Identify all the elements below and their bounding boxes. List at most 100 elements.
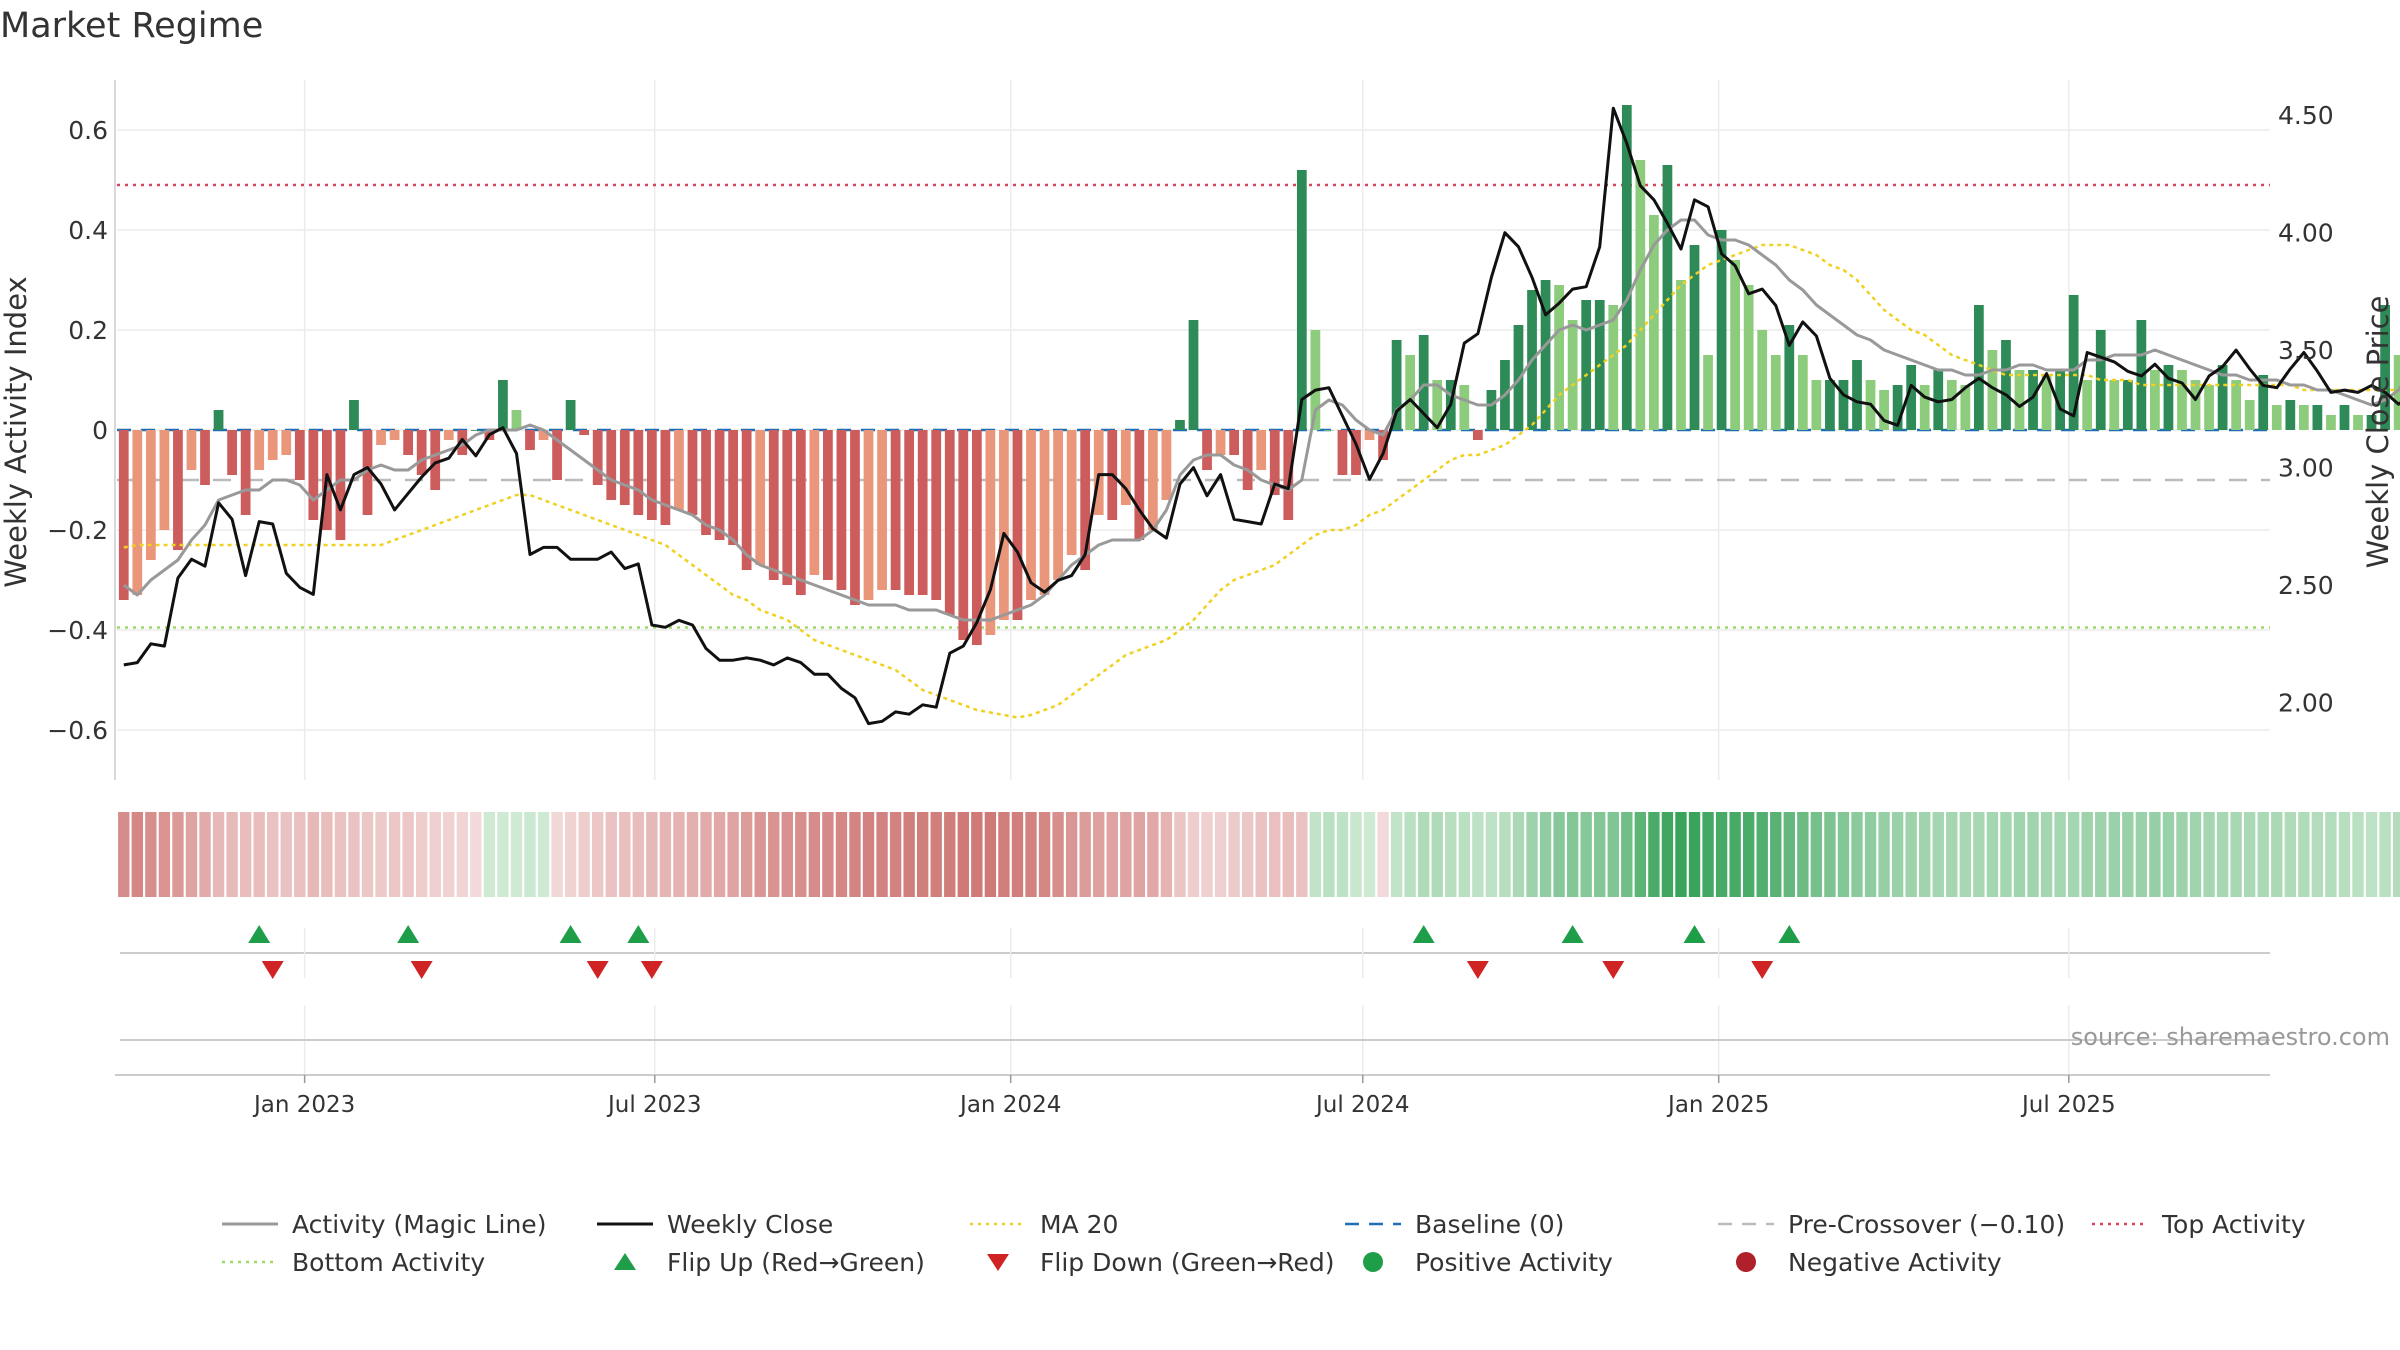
regime-cell: [1824, 812, 1836, 897]
legend-label: Flip Up (Red→Green): [667, 1248, 925, 1277]
regime-cell: [1052, 812, 1064, 897]
activity-bar: [2326, 415, 2336, 430]
activity-bar: [525, 430, 535, 450]
regime-cell: [1661, 812, 1674, 897]
regime-cell: [2352, 812, 2364, 897]
regime-cell: [1742, 812, 1755, 897]
flip-down-marker: [1602, 961, 1625, 979]
regime-cell: [849, 812, 861, 897]
activity-bar: [1310, 330, 1321, 430]
regime-cell: [2013, 812, 2026, 897]
activity-bar: [511, 410, 522, 430]
activity-bar: [2001, 340, 2011, 430]
regime-cell: [1553, 812, 1565, 897]
regime-cell: [388, 812, 401, 897]
activity-bar: [619, 430, 630, 505]
regime-cell: [1594, 812, 1606, 897]
activity-bar: [1161, 430, 1172, 500]
lower-panel: [120, 1005, 2270, 1075]
activity-bar: [728, 430, 738, 545]
regime-cell: [415, 812, 428, 897]
activity-bar: [2028, 370, 2038, 430]
regime-cell: [456, 812, 468, 897]
activity-bar: [1554, 285, 1564, 430]
legend-swatch: [1363, 1252, 1383, 1272]
regime-cell: [2176, 812, 2188, 897]
activity-bar: [755, 430, 766, 565]
regime-cell: [1336, 812, 1349, 897]
regime-cell: [2095, 812, 2107, 897]
regime-cell: [971, 812, 983, 897]
activity-bar: [1364, 430, 1375, 440]
activity-bar: [1879, 390, 1889, 430]
flip-down-marker: [261, 961, 284, 979]
regime-cell: [375, 812, 387, 897]
activity-bar: [2285, 400, 2296, 430]
activity-bar: [836, 430, 847, 590]
activity-bar: [714, 430, 725, 540]
activity-bar: [200, 430, 210, 485]
activity-bar: [768, 430, 779, 580]
regime-cell: [1350, 812, 1362, 897]
activity-bar: [538, 430, 549, 440]
regime-cell: [1187, 812, 1200, 897]
regime-cell: [470, 812, 482, 897]
regime-cell: [537, 812, 550, 897]
regime-cell: [1377, 812, 1389, 897]
activity-bar: [1296, 170, 1307, 430]
activity-bar: [1892, 385, 1903, 430]
regime-cell: [1607, 812, 1619, 897]
regime-cell: [267, 812, 279, 897]
activity-bar: [118, 430, 129, 600]
regime-cell: [903, 812, 915, 897]
regime-cell: [1038, 812, 1051, 897]
regime-cell: [930, 812, 942, 897]
regime-cell: [1025, 812, 1037, 897]
regime-cell: [1864, 812, 1877, 897]
regime-cell: [1079, 812, 1091, 897]
activity-bar: [2122, 380, 2133, 430]
activity-bar: [2217, 365, 2228, 430]
regime-cell: [1905, 812, 1917, 897]
activity-bar: [1053, 430, 1063, 580]
regime-cell: [1093, 812, 1105, 897]
regime-cell: [172, 812, 184, 897]
activity-bar: [430, 430, 441, 490]
y-right-tick-label: 2.00: [2278, 688, 2334, 717]
activity-bar: [1716, 230, 1727, 430]
regime-cell: [1363, 812, 1376, 897]
activity-bar: [1946, 380, 1957, 430]
activity-bar: [294, 430, 305, 480]
regime-cell: [578, 812, 590, 897]
activity-bar: [1148, 430, 1158, 530]
regime-cell: [1133, 812, 1146, 897]
series-lines: [122, 106, 2400, 726]
regime-cell: [1729, 812, 1741, 897]
activity-bar: [1689, 245, 1700, 430]
y-left-tick-label: 0.6: [68, 116, 108, 145]
activity-bar: [552, 430, 562, 480]
activity-bar: [1215, 430, 1226, 455]
y-right-tick-label: 3.50: [2278, 336, 2334, 365]
regime-cell: [1580, 812, 1592, 897]
regime-cell: [185, 812, 198, 897]
regime-cell: [483, 812, 496, 897]
activity-bar: [904, 430, 915, 595]
activity-bar: [362, 430, 373, 515]
chart-title: Market Regime: [0, 6, 263, 46]
regime-cell: [1891, 812, 1904, 897]
flip-down-marker: [640, 961, 663, 979]
legend-item: Bottom Activity: [222, 1248, 485, 1277]
flip-up-marker: [1412, 925, 1435, 943]
regime-cell: [1445, 812, 1457, 897]
regime-cell: [686, 812, 699, 897]
regime-cell: [118, 812, 130, 897]
regime-cell: [1688, 812, 1701, 897]
x-tick-label: Jan 2023: [252, 1092, 355, 1118]
flip-up-marker: [559, 925, 582, 943]
activity-bar: [2312, 405, 2323, 430]
activity-bar: [1825, 380, 1835, 430]
activity-bar: [1743, 285, 1754, 430]
activity-bar: [457, 430, 468, 455]
activity-bar: [782, 430, 793, 585]
